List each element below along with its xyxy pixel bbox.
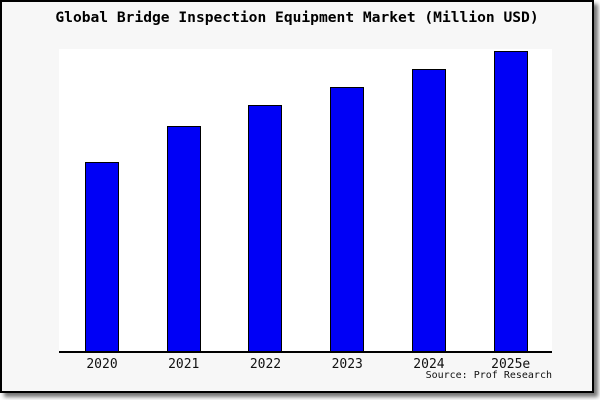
bar-2025e	[493, 51, 528, 351]
bar-2020	[85, 162, 119, 351]
plot-area	[59, 49, 552, 353]
chart-title: Global Bridge Inspection Equipment Marke…	[55, 9, 539, 26]
source-credit: Source: Prof Research	[425, 370, 552, 381]
x-tick-label-2021: 2021	[168, 357, 200, 372]
x-tick-label-2020: 2020	[86, 357, 118, 372]
bar-2024	[411, 69, 446, 351]
bar-2022	[248, 105, 283, 351]
bar-2023	[330, 87, 365, 351]
x-tick-label-2024: 2024	[413, 357, 445, 372]
x-tick-label-2025e: 2025e	[491, 357, 531, 372]
chart-card: Global Bridge Inspection Equipment Marke…	[0, 0, 594, 393]
x-tick-label-2023: 2023	[331, 357, 363, 372]
bar-2021	[166, 126, 201, 351]
x-tick-label-2022: 2022	[249, 357, 282, 372]
